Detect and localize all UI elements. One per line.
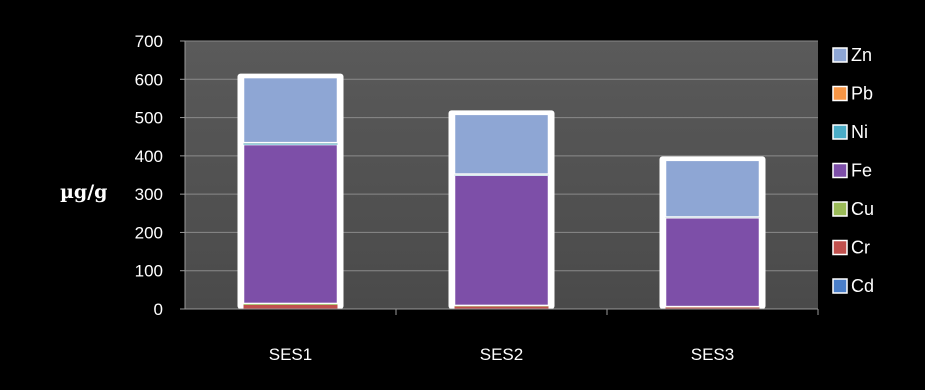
legend-label: Cr — [851, 238, 870, 258]
bar-segment-cr-ses3 — [665, 307, 760, 309]
bar-stack-ses1 — [237, 73, 344, 310]
legend-item-pb: Pb — [832, 84, 873, 104]
legend-swatch — [832, 85, 848, 102]
y-tick-label: 0 — [154, 300, 163, 319]
legend-swatch — [832, 47, 848, 63]
bar-segment-zn-ses1 — [242, 76, 339, 144]
bar-segment-fe-ses1 — [242, 143, 339, 305]
bar-segment-cr-ses2 — [454, 306, 549, 309]
y-tick-label: 500 — [135, 109, 163, 128]
legend-item-cd: Cd — [832, 276, 874, 296]
bar-segment-ni-ses2 — [454, 174, 549, 176]
y-tick-label: 100 — [135, 262, 163, 281]
bar-stack-ses3 — [659, 156, 766, 310]
bar-segment-cr-ses1 — [243, 304, 338, 309]
legend-item-ni: Ni — [832, 122, 868, 142]
bars — [237, 73, 766, 310]
legend-item-zn: Zn — [832, 45, 872, 65]
legend-label: Zn — [851, 45, 872, 65]
legend-swatch — [832, 278, 848, 294]
legend-swatch — [832, 201, 848, 217]
bar-segment-cu-ses1 — [243, 303, 338, 305]
legend: Zn Pb Ni Fe Cu Cr Cd — [832, 45, 874, 296]
bar-stack-ses2 — [448, 110, 555, 310]
x-tick-label: SES2 — [480, 345, 523, 364]
x-axis-ticks: SES1 SES2 SES3 — [269, 309, 819, 364]
legend-item-cr: Cr — [832, 238, 870, 258]
bar-segment-ni-ses1 — [243, 143, 338, 145]
y-tick-label: 600 — [135, 70, 163, 89]
bar-segment-zn-ses3 — [664, 159, 761, 218]
legend-item-cu: Cu — [832, 199, 874, 219]
bar-segment-fe-ses3 — [664, 217, 761, 308]
y-tick-label: 700 — [135, 32, 163, 51]
legend-label: Ni — [851, 122, 868, 142]
y-axis-label: µg/g — [60, 181, 107, 203]
y-tick-label: 300 — [135, 185, 163, 204]
legend-swatch — [832, 239, 848, 256]
legend-label: Cd — [851, 276, 874, 296]
bar-segment-fe-ses2 — [453, 174, 550, 307]
legend-item-fe: Fe — [832, 161, 872, 181]
x-tick-label: SES3 — [691, 345, 734, 364]
x-tick-label: SES1 — [269, 345, 312, 364]
legend-label: Fe — [851, 161, 872, 181]
legend-label: Pb — [851, 84, 873, 104]
legend-swatch — [832, 162, 848, 179]
axes — [184, 41, 818, 310]
y-tick-label: 400 — [135, 147, 163, 166]
y-axis-ticks: 0 100 200 300 400 500 600 700 — [135, 32, 185, 319]
y-tick-label: 200 — [135, 223, 163, 242]
bar-segment-zn-ses2 — [453, 113, 550, 175]
legend-label: Cu — [851, 199, 874, 219]
legend-swatch — [832, 124, 848, 140]
